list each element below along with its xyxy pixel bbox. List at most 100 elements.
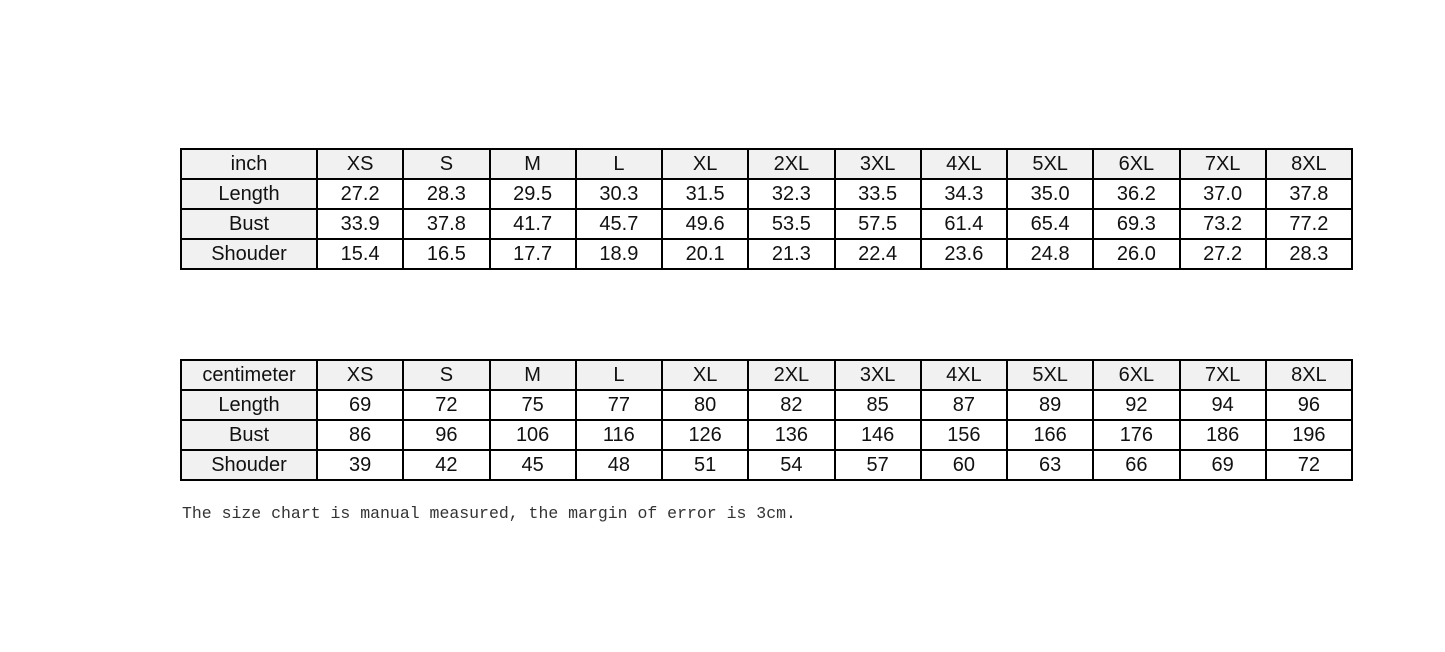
size-value-cell: 49.6	[660, 208, 750, 240]
size-header-cell: 5XL	[1005, 148, 1095, 180]
table-row: Shouder 39 42 45 48 51 54 57 60 63 66 69 72	[180, 449, 1354, 481]
header-row: centimeter XS S M L XL 2XL 3XL 4XL 5XL 6XL 7XL 8XL	[180, 359, 1354, 391]
size-value-cell: 65.4	[1005, 208, 1095, 240]
unit-header-cell: inch	[180, 148, 318, 180]
size-header-cell: XS	[315, 148, 405, 180]
size-header-cell: 8XL	[1264, 148, 1354, 180]
size-value-cell: 96	[1264, 389, 1354, 421]
size-value-cell: 116	[574, 419, 664, 451]
size-header-cell: 3XL	[833, 148, 922, 180]
size-value-cell: 23.6	[919, 238, 1009, 270]
size-value-cell: 21.3	[747, 238, 836, 270]
size-header-cell: 3XL	[833, 359, 922, 391]
size-value-cell: 75	[488, 389, 577, 421]
size-header-cell: L	[574, 148, 664, 180]
size-value-cell: 69.3	[1092, 208, 1181, 240]
size-value-cell: 54	[747, 449, 836, 481]
size-value-cell: 35.0	[1005, 178, 1095, 210]
size-value-cell: 31.5	[660, 178, 750, 210]
size-value-cell: 22.4	[833, 238, 922, 270]
measurement-note: The size chart is manual measured, the m…	[182, 504, 796, 523]
size-header-cell: XL	[660, 148, 750, 180]
size-value-cell: 15.4	[315, 238, 405, 270]
row-label-cell: Bust	[180, 419, 318, 451]
size-value-cell: 28.3	[1264, 238, 1354, 270]
size-value-cell: 176	[1092, 419, 1181, 451]
size-value-cell: 20.1	[660, 238, 750, 270]
size-value-cell: 36.2	[1092, 178, 1181, 210]
row-label-cell: Length	[180, 178, 318, 210]
row-label-cell: Bust	[180, 208, 318, 240]
size-header-cell: 8XL	[1264, 359, 1354, 391]
size-value-cell: 156	[919, 419, 1009, 451]
size-value-cell: 37.8	[1264, 178, 1354, 210]
size-header-cell: XL	[660, 359, 750, 391]
size-value-cell: 80	[660, 389, 750, 421]
size-header-cell: 2XL	[747, 148, 836, 180]
size-value-cell: 72	[402, 389, 491, 421]
size-value-cell: 41.7	[488, 208, 577, 240]
size-value-cell: 61.4	[919, 208, 1009, 240]
table-row: Bust 33.9 37.8 41.7 45.7 49.6 53.5 57.5 61.4 65.4…	[180, 208, 1354, 240]
size-value-cell: 196	[1264, 419, 1354, 451]
size-value-cell: 136	[747, 419, 836, 451]
size-value-cell: 166	[1005, 419, 1095, 451]
size-value-cell: 53.5	[747, 208, 836, 240]
size-value-cell: 66	[1092, 449, 1181, 481]
table-row: Length 69 72 75 77 80 82 85 87 89 92 94 96	[180, 389, 1354, 421]
size-value-cell: 33.9	[315, 208, 405, 240]
size-value-cell: 73.2	[1178, 208, 1267, 240]
size-value-cell: 26.0	[1092, 238, 1181, 270]
size-value-cell: 96	[402, 419, 491, 451]
size-header-cell: 2XL	[747, 359, 836, 391]
size-value-cell: 146	[833, 419, 922, 451]
size-value-cell: 18.9	[574, 238, 664, 270]
size-value-cell: 186	[1178, 419, 1267, 451]
row-label-cell: Shouder	[180, 449, 318, 481]
size-value-cell: 28.3	[402, 178, 491, 210]
size-header-cell: 7XL	[1178, 148, 1267, 180]
size-value-cell: 69	[315, 389, 405, 421]
size-value-cell: 33.5	[833, 178, 922, 210]
size-value-cell: 45.7	[574, 208, 664, 240]
size-header-cell: 7XL	[1178, 359, 1267, 391]
size-value-cell: 106	[488, 419, 577, 451]
size-value-cell: 82	[747, 389, 836, 421]
size-header-cell: S	[402, 359, 491, 391]
size-value-cell: 17.7	[488, 238, 577, 270]
size-value-cell: 24.8	[1005, 238, 1095, 270]
size-header-cell: 4XL	[919, 359, 1009, 391]
size-table-centimeter: centimeter XS S M L XL 2XL 3XL 4XL 5XL 6XL 7XL 8XL Le…	[180, 359, 1354, 481]
size-value-cell: 69	[1178, 449, 1267, 481]
size-value-cell: 63	[1005, 449, 1095, 481]
size-value-cell: 37.8	[402, 208, 491, 240]
size-value-cell: 92	[1092, 389, 1181, 421]
size-value-cell: 27.2	[315, 178, 405, 210]
size-value-cell: 89	[1005, 389, 1095, 421]
size-value-cell: 48	[574, 449, 664, 481]
table-row: Length 27.2 28.3 29.5 30.3 31.5 32.3 33.5 34.3 35…	[180, 178, 1354, 210]
row-label-cell: Shouder	[180, 238, 318, 270]
size-header-cell: 6XL	[1092, 359, 1181, 391]
size-value-cell: 27.2	[1178, 238, 1267, 270]
size-value-cell: 57.5	[833, 208, 922, 240]
size-header-cell: L	[574, 359, 664, 391]
size-value-cell: 29.5	[488, 178, 577, 210]
size-value-cell: 77	[574, 389, 664, 421]
size-header-cell: XS	[315, 359, 405, 391]
size-value-cell: 87	[919, 389, 1009, 421]
size-value-cell: 86	[315, 419, 405, 451]
size-value-cell: 126	[660, 419, 750, 451]
size-value-cell: 51	[660, 449, 750, 481]
size-value-cell: 57	[833, 449, 922, 481]
size-value-cell: 94	[1178, 389, 1267, 421]
size-header-cell: 5XL	[1005, 359, 1095, 391]
header-row: inch XS S M L XL 2XL 3XL 4XL 5XL 6XL 7XL 8XL	[180, 148, 1354, 180]
row-label-cell: Length	[180, 389, 318, 421]
size-header-cell: M	[488, 148, 577, 180]
size-value-cell: 34.3	[919, 178, 1009, 210]
size-header-cell: 6XL	[1092, 148, 1181, 180]
size-value-cell: 45	[488, 449, 577, 481]
size-header-cell: M	[488, 359, 577, 391]
size-value-cell: 77.2	[1264, 208, 1354, 240]
